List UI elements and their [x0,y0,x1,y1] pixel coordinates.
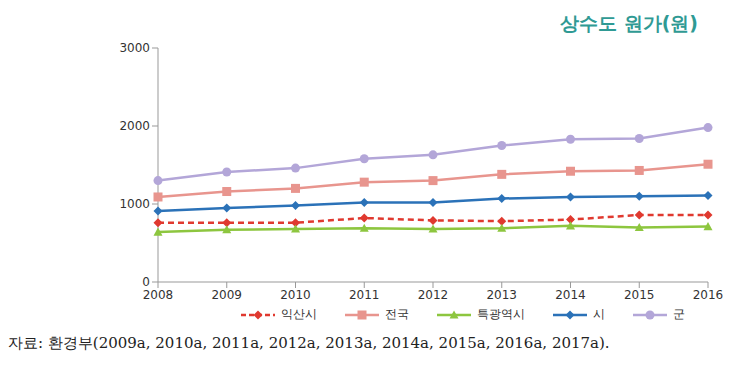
svg-text:2012: 2012 [418,288,449,302]
html-text:특광역시: 특광역시 [477,307,525,321]
svg-text:2014: 2014 [555,288,586,302]
html-text:전국: 전국 [385,307,409,321]
svg-text:3000: 3000 [119,41,150,55]
html-text:시: 시 [593,307,605,321]
svg-text:2013: 2013 [486,288,517,302]
svg-text:2008: 2008 [143,288,174,302]
svg-text:2015: 2015 [624,288,655,302]
svg-text:2016: 2016 [693,288,724,302]
html-text:상수도 원가(원): 상수도 원가(원) [560,12,698,34]
svg-text:2000: 2000 [119,119,150,133]
html-text:자료: 환경부(2009a, 2010a, 2011a, 2: 자료: 환경부(2009a, 2010a, 2011a, 2012a, 2013… [8,334,610,352]
svg-text:2010: 2010 [280,288,311,302]
html-text:군: 군 [673,307,685,321]
svg-text:2009: 2009 [211,288,242,302]
svg-text:1000: 1000 [119,197,150,211]
html-text:익산시: 익산시 [281,307,317,321]
svg-text:0: 0 [142,275,150,289]
svg-text:2011: 2011 [349,288,380,302]
